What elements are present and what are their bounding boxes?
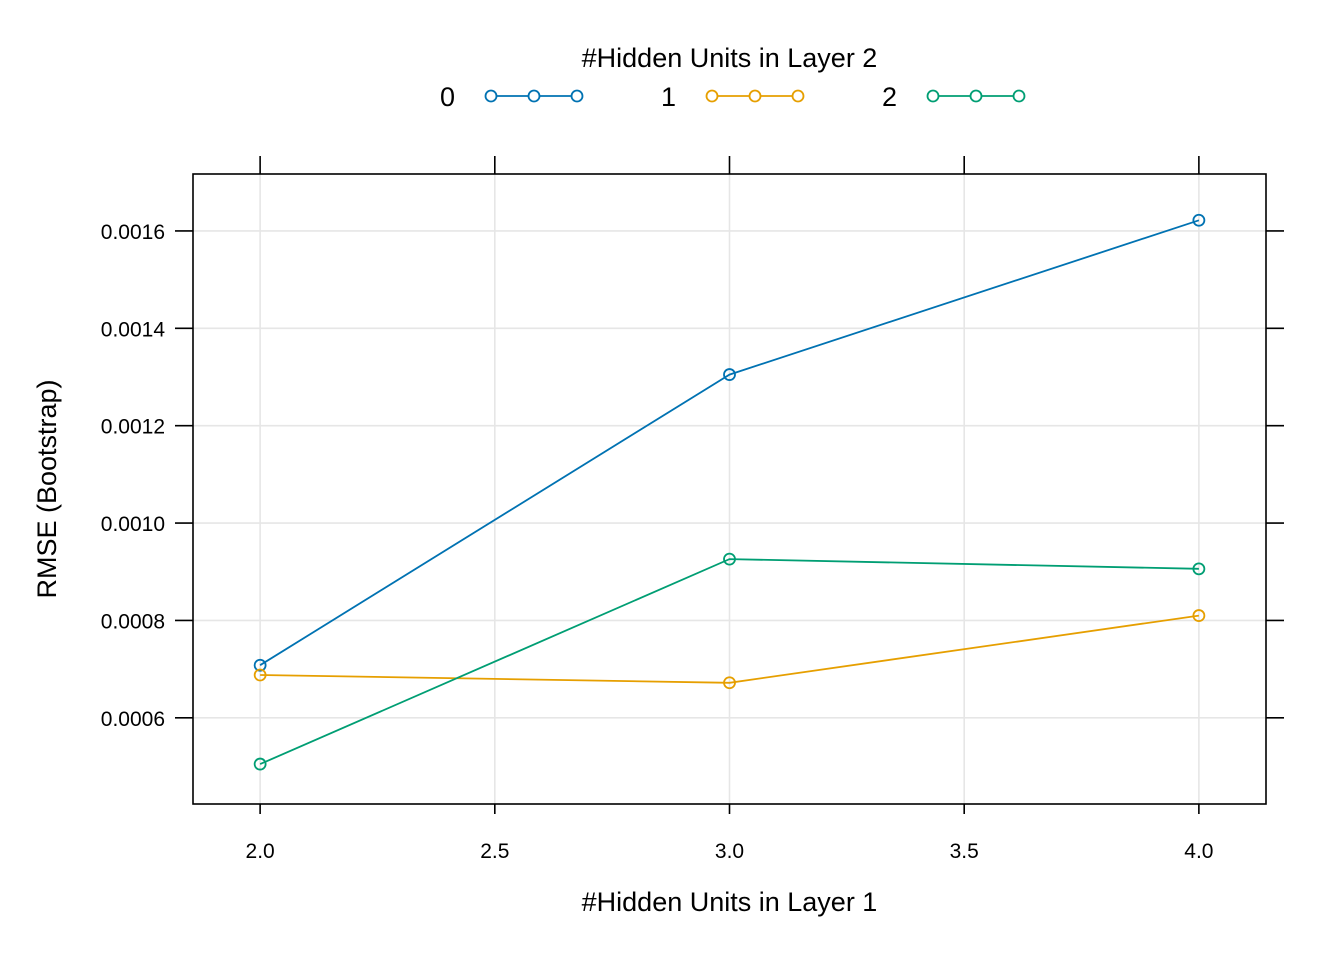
x-tick-label: 2.5 [480, 840, 509, 863]
series-1 [253, 609, 1206, 690]
data-point [723, 368, 736, 381]
y-tick-label: 0.0008 [101, 610, 165, 633]
y-tick-label: 0.0014 [101, 318, 166, 341]
legend-swatch-point [705, 89, 719, 103]
y-tick-label: 0.0006 [101, 708, 165, 731]
legend-label: 0 [440, 82, 455, 112]
series-line [259, 558, 1199, 765]
data-point [253, 757, 267, 771]
series-0 [253, 213, 1206, 672]
y-tick-label: 0.0012 [101, 416, 165, 439]
legend-swatch-point [527, 89, 541, 103]
data-point [723, 552, 736, 566]
legend-swatch-point [969, 89, 983, 103]
legend-swatch-point [926, 89, 940, 103]
legend-swatch-point [1012, 89, 1026, 103]
series-2 [253, 552, 1206, 771]
x-tick-label: 3.5 [950, 840, 979, 863]
y-axis-title: RMSE (Bootstrap) [32, 379, 62, 598]
y-tick-label: 0.0016 [101, 221, 165, 244]
legend-item: 1 [661, 82, 805, 112]
legend-swatch-point [484, 89, 498, 103]
grid [193, 174, 1266, 804]
series-line [259, 219, 1200, 666]
x-tick-label: 2.0 [246, 840, 275, 863]
x-tick-label: 3.0 [715, 840, 744, 863]
series-group [253, 213, 1206, 771]
y-tick-label: 0.0010 [101, 513, 165, 536]
legend-title: #Hidden Units in Layer 2 [582, 43, 878, 73]
data-point [253, 658, 267, 672]
legend-item: 2 [882, 82, 1026, 112]
legend-swatch-point [570, 89, 584, 103]
legend-swatch-point [791, 89, 805, 103]
data-point [1192, 213, 1206, 227]
legend-label: 2 [882, 82, 897, 112]
data-point [1192, 609, 1206, 622]
series-line [260, 614, 1200, 684]
x-axis-title: #Hidden Units in Layer 1 [582, 887, 878, 917]
x-tick-label: 4.0 [1184, 840, 1213, 863]
legend: 0 1 2 [440, 82, 1026, 112]
axis-ticks: 2.0 2.5 3.0 3.5 4.0 0.0006 0.0008 0.0010 0.0012 0… [101, 156, 1284, 863]
data-point [1192, 562, 1206, 576]
legend-label: 1 [661, 82, 676, 112]
legend-swatch-point [748, 89, 762, 103]
data-point [723, 676, 736, 690]
data-point [253, 668, 267, 682]
legend-item: 0 [440, 82, 584, 112]
